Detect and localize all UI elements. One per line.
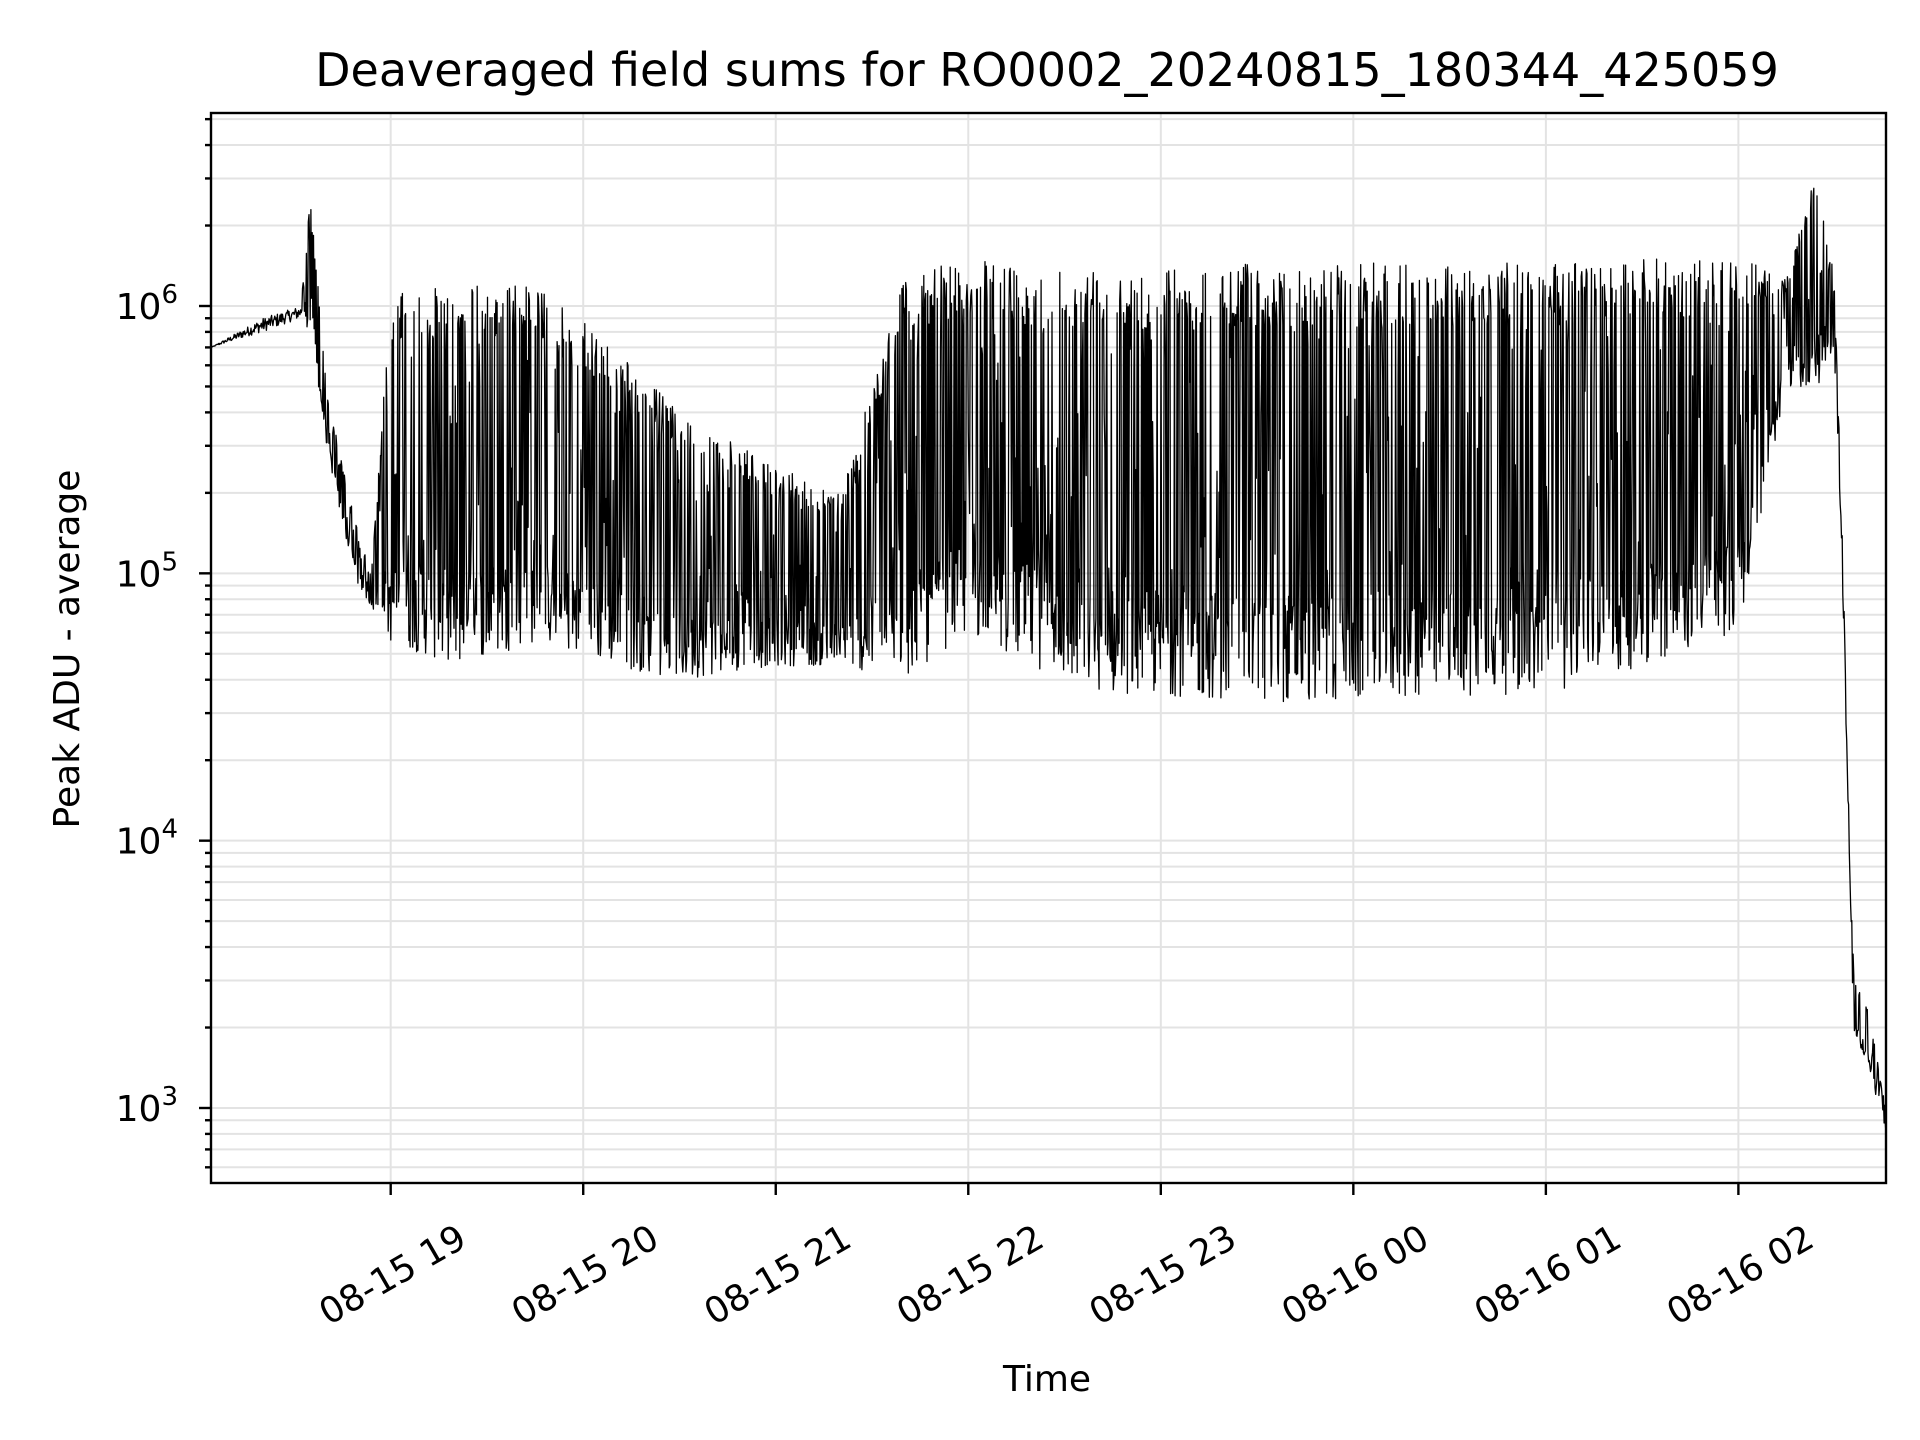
axes-frame — [209, 111, 1888, 1185]
series-line — [210, 187, 1887, 1134]
y-tick-label-exponent: 6 — [161, 280, 178, 310]
y-axis-label: Peak ADU - average — [47, 470, 88, 829]
x-tick-label: 08-15 20 — [505, 1217, 666, 1333]
y-tick-label: 104 — [116, 815, 178, 863]
x-axis-label: Time — [1002, 1359, 1091, 1400]
y-tick-label-base: 10 — [116, 822, 162, 863]
chart-title: Deaveraged field sums for RO0002_2024081… — [315, 43, 1779, 97]
y-tick-label-exponent: 5 — [161, 547, 178, 577]
y-tick-label-exponent: 3 — [161, 1082, 178, 1112]
y-tick-label: 106 — [116, 280, 178, 328]
y-tick-label-exponent: 4 — [161, 815, 178, 845]
y-tick-label: 103 — [116, 1082, 178, 1130]
x-tick-label: 08-15 19 — [313, 1217, 474, 1333]
x-axis-ticks: 08-15 19 08-15 20 08-15 21 08-15 22 08-15 23… — [313, 1183, 1821, 1334]
y-tick-label-base: 10 — [116, 1089, 162, 1130]
x-tick-label: 08-16 02 — [1660, 1217, 1821, 1333]
x-tick-label: 08-16 00 — [1275, 1217, 1436, 1333]
grid-layer — [211, 113, 1886, 1183]
x-tick-label: 08-15 22 — [890, 1217, 1051, 1333]
x-tick-label: 08-15 23 — [1083, 1217, 1244, 1333]
y-tick-label-base: 10 — [116, 554, 162, 595]
y-tick-label: 105 — [116, 547, 178, 595]
plot-area — [210, 187, 1887, 1134]
x-tick-label: 08-15 21 — [698, 1217, 859, 1333]
y-tick-label-base: 10 — [116, 287, 162, 328]
x-tick-label: 08-16 01 — [1468, 1217, 1629, 1333]
